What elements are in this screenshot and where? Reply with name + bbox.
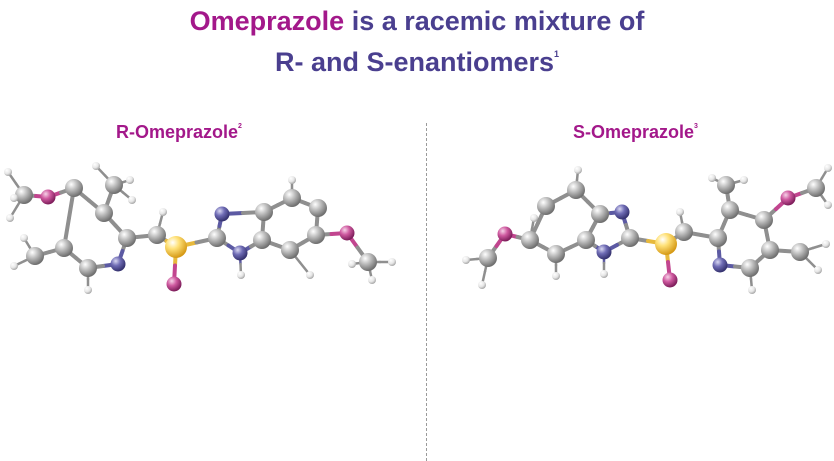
s-omeprazole-hydrogen-atom [824,164,832,172]
s-omeprazole-hydrogen-atom [748,286,756,294]
r-omeprazole-carbon-atom [26,247,44,265]
r-omeprazole-hydrogen-atom [348,260,356,268]
r-omeprazole-hydrogen-atom [84,286,92,294]
s-omeprazole-label-text: S-Omeprazole [573,122,695,142]
s-omeprazole-carbon-atom [675,223,693,241]
s-omeprazole-hydrogen-atom [530,214,538,222]
s-omeprazole-carbon-atom [479,249,497,267]
s-omeprazole-oxygen-atom [497,226,513,242]
s-omeprazole-sulfur-atom [655,233,677,255]
s-omeprazole-hydrogen-atom [478,281,486,289]
r-omeprazole-hydrogen-atom [92,162,100,170]
r-omeprazole-carbon-atom [55,239,73,257]
r-omeprazole-nitrogen-atom [214,206,230,222]
r-omeprazole-hydrogen-atom [388,258,396,266]
r-omeprazole-hydrogen-atom [159,208,167,216]
s-omeprazole-hydrogen-atom [740,176,748,184]
r-omeprazole-label: R-Omeprazole2 [116,122,242,143]
s-omeprazole-ref: 3 [694,123,698,130]
r-omeprazole-carbon-atom [105,176,123,194]
s-omeprazole-carbon-atom [567,181,585,199]
r-omeprazole-ref: 2 [238,123,242,130]
s-omeprazole-carbon-atom [537,197,555,215]
s-omeprazole-carbon-atom [621,229,639,247]
s-omeprazole-hydrogen-atom [462,256,470,264]
r-omeprazole-carbon-atom [15,186,33,204]
r-omeprazole-carbon-atom [307,226,325,244]
r-omeprazole-hydrogen-atom [6,214,14,222]
s-omeprazole-hydrogen-atom [600,270,608,278]
s-omeprazole-hydrogen-atom [574,166,582,174]
r-omeprazole-carbon-atom [255,203,273,221]
s-omeprazole-hydrogen-atom [824,201,832,209]
r-omeprazole-hydrogen-atom [128,196,136,204]
s-omeprazole-carbon-atom [791,243,809,261]
r-omeprazole-hydrogen-atom [368,276,376,284]
s-omeprazole-hydrogen-atom [814,266,822,274]
s-omeprazole-carbon-atom [591,205,609,223]
r-omeprazole-label-text: R-Omeprazole [116,122,239,142]
title-text-2: R- and S-enantiomers [274,47,555,77]
title-text-1: is a racemic mixture of [344,6,645,36]
r-omeprazole-carbon-atom [95,204,113,222]
s-omeprazole-carbon-atom [521,231,539,249]
s-omeprazole-carbon-atom [755,211,773,229]
title-ref: 1 [554,49,560,59]
s-omeprazole-nitrogen-atom [614,204,630,220]
r-omeprazole-hydrogen-atom [306,271,314,279]
r-omeprazole-carbon-atom [79,259,97,277]
r-omeprazole-carbon-atom [283,189,301,207]
divider-line [426,123,427,461]
r-omeprazole-carbon-atom [281,241,299,259]
s-omeprazole-hydrogen-atom [708,174,716,182]
s-omeprazole-oxygen-atom [780,190,796,206]
r-omeprazole-hydrogen-atom [4,168,12,176]
s-omeprazole-hydrogen-atom [822,240,830,248]
s-omeprazole-carbon-atom [709,229,727,247]
r-omeprazole-hydrogen-atom [288,176,296,184]
r-omeprazole-hydrogen-atom [10,194,18,202]
r-omeprazole-sulfur-atom [165,236,187,258]
r-omeprazole-carbon-atom [208,229,226,247]
s-omeprazole-nitrogen-atom [596,244,612,260]
s-omeprazole-carbon-atom [741,259,759,277]
r-omeprazole-carbon-atom [65,179,83,197]
s-omeprazole-carbon-atom [547,245,565,263]
r-omeprazole-hydrogen-atom [20,234,28,242]
s-omeprazole-oxygen-atom [662,272,678,288]
s-omeprazole-carbon-atom [577,231,595,249]
r-omeprazole-oxygen-atom [166,276,182,292]
r-omeprazole-carbon-atom [309,199,327,217]
r-omeprazole-carbon-atom [118,229,136,247]
s-omeprazole-hydrogen-atom [676,208,684,216]
s-omeprazole-molecule [462,164,832,294]
r-omeprazole-oxygen-atom [339,225,355,241]
r-omeprazole-nitrogen-atom [110,256,126,272]
title-drug-name: Omeprazole [189,6,345,36]
r-omeprazole-oxygen-atom [40,189,56,205]
r-omeprazole-hydrogen-atom [10,262,18,270]
r-omeprazole-carbon-atom [253,231,271,249]
s-omeprazole-label: S-Omeprazole3 [573,122,698,143]
r-omeprazole-molecule [4,162,396,294]
r-omeprazole-hydrogen-atom [237,271,245,279]
r-omeprazole-carbon-atom [359,253,377,271]
r-omeprazole-carbon-atom [148,226,166,244]
s-omeprazole-carbon-atom [761,241,779,259]
r-omeprazole-nitrogen-atom [232,245,248,261]
s-omeprazole-carbon-atom [721,201,739,219]
s-omeprazole-hydrogen-atom [552,272,560,280]
s-omeprazole-carbon-atom [807,179,825,197]
s-omeprazole-carbon-atom [717,176,735,194]
r-omeprazole-hydrogen-atom [126,176,134,184]
s-omeprazole-nitrogen-atom [712,257,728,273]
